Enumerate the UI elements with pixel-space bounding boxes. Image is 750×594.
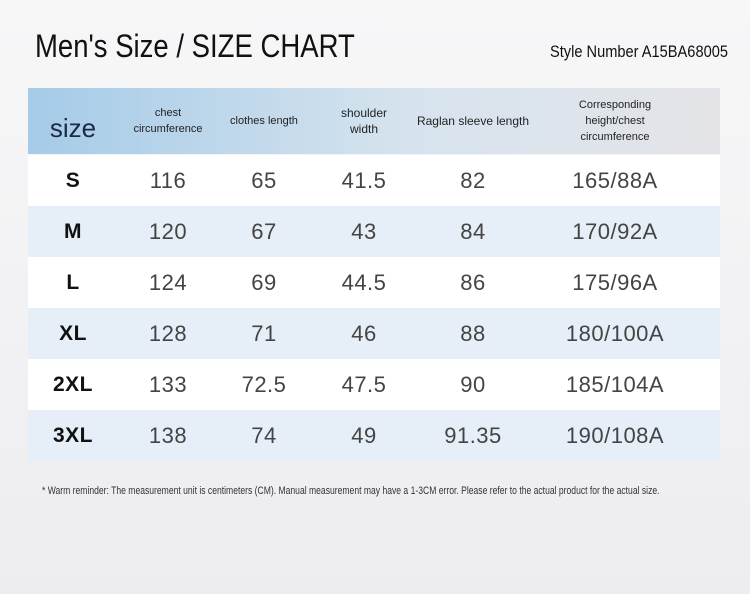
cell-value: 190/108A [565,422,665,448]
cell-value: 84 [460,218,486,244]
cell-value: 165/88A [572,167,658,193]
cell-value: 170/92A [572,218,658,244]
cell-value: 138 [148,422,188,448]
cell-value: 46 [351,320,377,346]
cell-value: 74 [251,422,277,448]
cell-value: 67 [251,218,277,244]
cell-value: 124 [148,269,188,295]
column-header: Raglan sleeve length [416,114,530,128]
column-header: clothes length [230,115,298,127]
column-header: shoulder width [340,106,388,136]
cell-value: 120 [148,218,188,244]
size-label: S [65,168,81,192]
table-row: 2XL 133 72.5 47.5 90 185/104A [28,359,720,410]
size-label: M [64,219,82,243]
column-header: Corresponding height/chest circumference [578,99,652,143]
title: Men's Size / SIZE CHART [35,28,355,64]
table-row: XL 128 71 46 88 180/100A [28,308,720,359]
cell-value: 71 [251,320,277,346]
table-header: size chest circumference clothes length sho… [28,88,720,154]
table-row: S 116 65 41.5 82 165/88A [28,155,720,206]
cell-value: 90 [460,371,486,397]
size-label: 3XL [52,423,93,447]
cell-value: 185/104A [565,371,665,397]
cell-value: 72.5 [241,371,287,397]
cell-value: 180/100A [565,320,665,346]
cell-value: 41.5 [341,167,387,193]
cell-value: 82 [460,167,486,193]
table-row: M 120 67 43 84 170/92A [28,206,720,257]
size-label: XL [59,321,87,345]
cell-value: 49 [351,422,377,448]
column-header: size [49,113,97,143]
cell-value: 43 [351,218,377,244]
table-row: 3XL 138 74 49 91.35 190/108A [28,410,720,461]
footnote: * Warm reminder: The measurement unit is… [42,485,660,497]
cell-value: 47.5 [341,371,387,397]
cell-value: 91.35 [444,422,502,448]
cell-value: 128 [148,320,188,346]
size-label: 2XL [52,372,93,396]
cell-value: 69 [251,269,277,295]
table-row: L 124 69 44.5 86 175/96A [28,257,720,308]
cell-value: 86 [460,269,486,295]
style-number: Style Number A15BA68005 [550,42,728,61]
cell-value: 88 [460,320,486,346]
cell-value: 65 [251,167,277,193]
cell-value: 44.5 [341,269,387,295]
cell-value: 175/96A [572,269,658,295]
cell-value: 133 [148,371,188,397]
column-header: chest circumference [133,107,203,135]
cell-value: 116 [149,167,187,193]
size-label: L [66,270,80,294]
size-table: size chest circumference clothes length sho… [28,88,720,461]
